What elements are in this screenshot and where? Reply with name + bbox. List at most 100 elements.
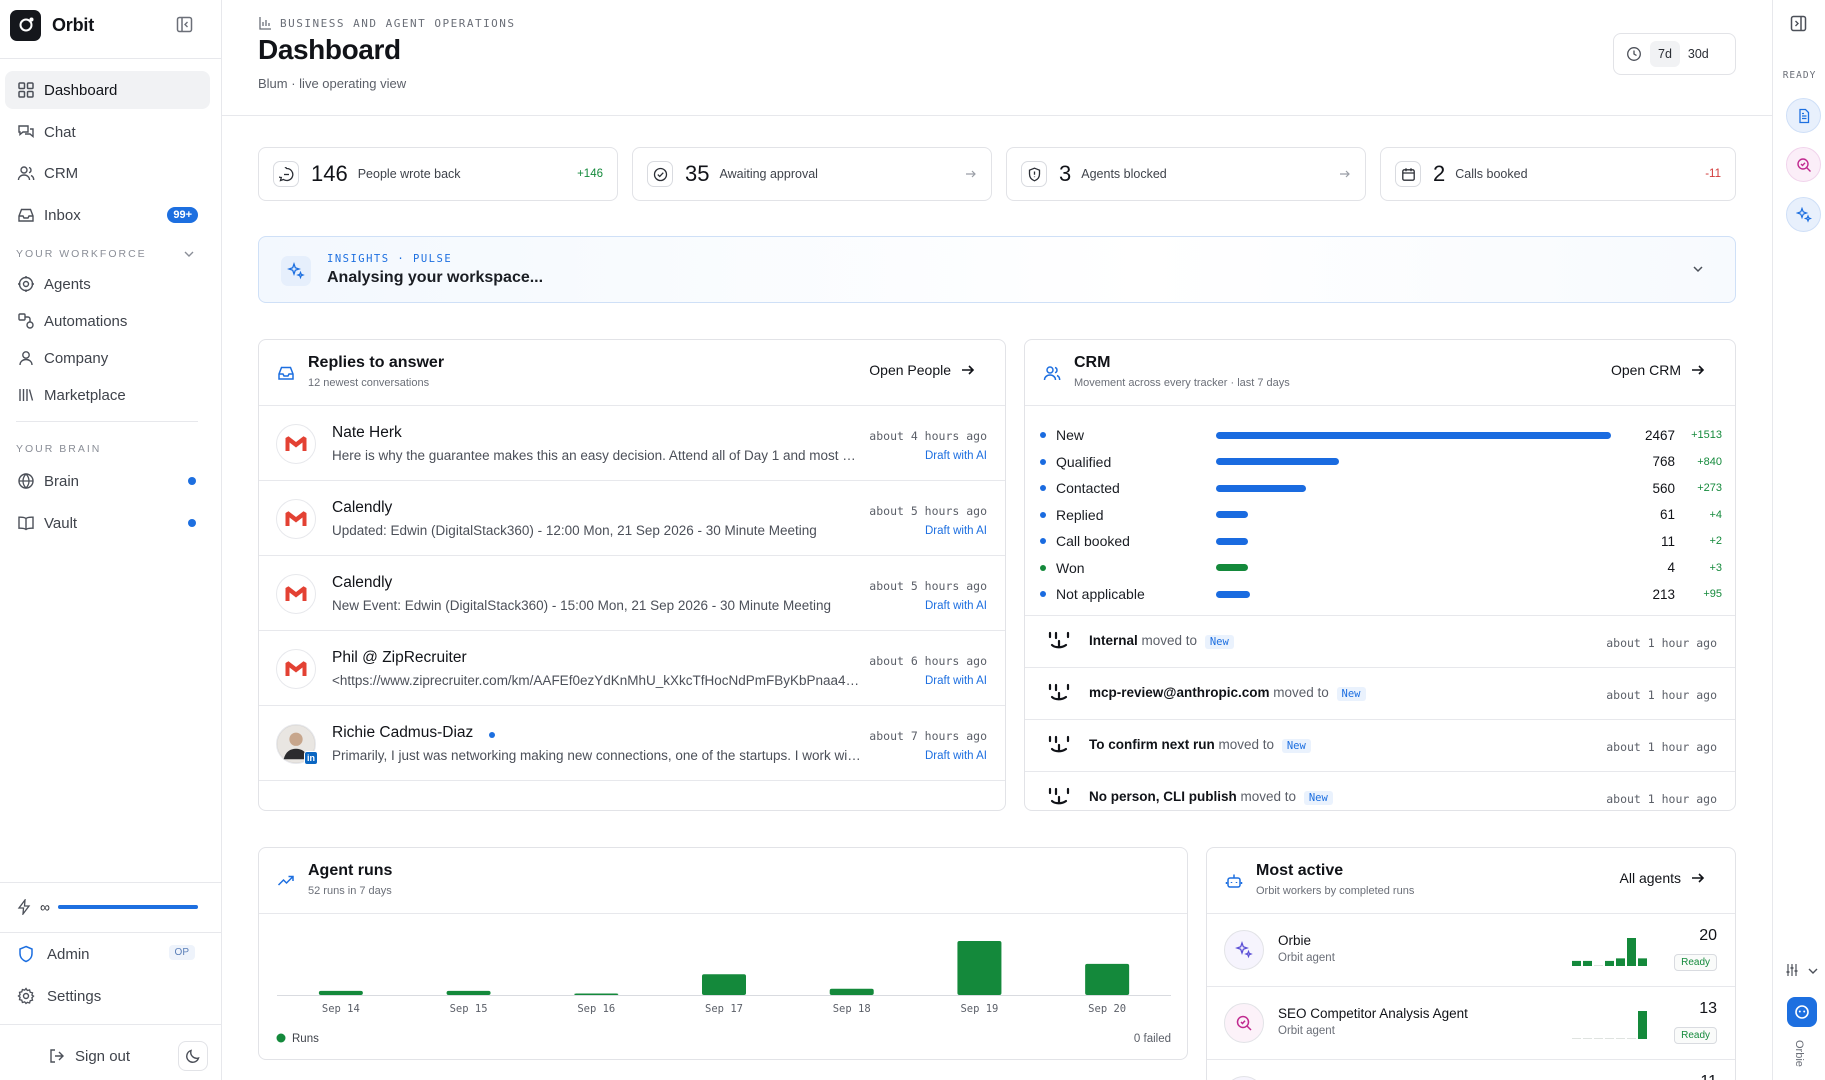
- open-crm-link[interactable]: Open CRM: [1611, 362, 1705, 378]
- stage-bar-track: [1216, 484, 1616, 492]
- card-subtitle: 52 runs in 7 days: [308, 885, 392, 897]
- rail-status: READY: [1782, 70, 1817, 81]
- crm-activity-row[interactable]: mcp-review@anthropic.com moved to New abo…: [1025, 668, 1735, 720]
- sliders-icon[interactable]: [1785, 963, 1799, 977]
- run-bar[interactable]: [318, 990, 363, 995]
- chevron-down-icon[interactable]: [183, 248, 195, 260]
- message-time: about 5 hours ago: [869, 504, 987, 518]
- search-analysis-icon[interactable]: [1786, 147, 1821, 182]
- chevron-down-icon[interactable]: [1691, 262, 1705, 276]
- sidebar-item-inbox[interactable]: Inbox 99+: [5, 196, 210, 234]
- stat-value: 146: [311, 161, 348, 186]
- activity-verb: moved to: [1141, 633, 1198, 648]
- run-bar[interactable]: [1085, 963, 1130, 995]
- orbie-assistant-icon[interactable]: [1787, 997, 1817, 1027]
- sidebar-item-settings[interactable]: Settings: [5, 977, 210, 1015]
- open-people-link[interactable]: Open People: [869, 362, 975, 378]
- brand[interactable]: Orbit: [10, 9, 210, 41]
- insights-panel[interactable]: INSIGHTS · PULSE Analysing your workspac…: [258, 236, 1736, 303]
- sidebar-item-chat[interactable]: Chat: [5, 113, 210, 151]
- sidebar-divider: [0, 932, 222, 933]
- stage-label: Contacted: [1056, 480, 1120, 496]
- stage-count: 61: [1659, 507, 1675, 522]
- crm-stage-row[interactable]: Replied 61 +4: [1040, 502, 1723, 528]
- sidebar-item-marketplace[interactable]: Marketplace: [5, 376, 210, 414]
- sidebar-item-admin[interactable]: Admin: [5, 935, 210, 973]
- sidebar-item-label: Automations: [44, 312, 128, 330]
- sidebar-item-vault[interactable]: Vault: [5, 504, 210, 542]
- crm-stage-row[interactable]: Not applicable 213 +95: [1040, 581, 1723, 607]
- draft-with-ai-button[interactable]: Draft with AI: [925, 600, 987, 612]
- stat-delta: -11: [1705, 168, 1721, 180]
- run-bar[interactable]: [829, 988, 874, 995]
- stat-card-agents-blocked[interactable]: 3 Agents blocked: [1006, 147, 1366, 201]
- draft-with-ai-button[interactable]: Draft with AI: [925, 675, 987, 687]
- panel-toggle-icon[interactable]: [1790, 15, 1807, 32]
- crm-stage-row[interactable]: Won 4 +3: [1040, 555, 1723, 581]
- gear-icon: [17, 987, 35, 1005]
- sidebar-item-automations[interactable]: Automations: [5, 302, 210, 340]
- stage-delta: +273: [1697, 482, 1722, 494]
- chevron-down-icon[interactable]: [1807, 965, 1819, 977]
- robot-icon: [1225, 874, 1243, 888]
- crm-stage-row[interactable]: Call booked 11 +2: [1040, 528, 1723, 554]
- sender-name: Nate Herk: [332, 424, 402, 441]
- agent-row[interactable]: 11: [1207, 1060, 1735, 1080]
- sidebar-item-crm[interactable]: CRM: [5, 154, 210, 192]
- draft-with-ai-button[interactable]: Draft with AI: [925, 450, 987, 462]
- usage-bar-fill: [57, 905, 198, 909]
- crm-activity-row[interactable]: To confirm next run moved to New about 1 …: [1025, 720, 1735, 772]
- avatar: in: [276, 724, 318, 765]
- sidebar-item-label: Agents: [44, 275, 91, 293]
- run-bar[interactable]: [574, 993, 619, 996]
- agent-runs-chart: Sep 14 Sep 15 Sep 16 Sep 17 Sep 18 Sep 19 Sep …: [276, 941, 1171, 1045]
- range-option-30d[interactable]: 30d: [1687, 47, 1709, 61]
- stat-card-calls-booked[interactable]: 2 Calls booked -11: [1380, 147, 1736, 201]
- theme-toggle-button[interactable]: [178, 1041, 208, 1071]
- stage-dot: [1040, 538, 1046, 544]
- sidebar-item-brain[interactable]: Brain: [5, 462, 210, 500]
- most-active-card: Most active Orbit workers by completed r…: [1206, 847, 1736, 1080]
- page-title: Dashboard: [258, 34, 401, 65]
- bar-chart-icon: [259, 17, 271, 30]
- reply-row[interactable]: in Richie Cadmus-Diaz Primarily, I just wa…: [259, 706, 1005, 781]
- activity-time: about 1 hour ago: [1606, 740, 1717, 754]
- card-header: CRM Movement across every tracker · last…: [1025, 340, 1735, 406]
- crm-stage-row[interactable]: New 2467 +1513: [1040, 422, 1723, 448]
- reply-row[interactable]: Calendly Updated: Edwin (DigitalStack360)…: [259, 481, 1005, 556]
- crm-activity-row[interactable]: No person, CLI publish moved to New about…: [1025, 772, 1735, 810]
- message-preview: New Event: Edwin (DigitalStack360) - 15:…: [332, 598, 832, 613]
- range-option-7d[interactable]: 7d: [1650, 41, 1680, 67]
- orbie-vertical-label[interactable]: Orbie: [1793, 1040, 1805, 1067]
- activity-sparkline: [1572, 1011, 1647, 1039]
- stage-delta: +2: [1709, 535, 1722, 547]
- crm-stage-row[interactable]: Contacted 560 +273: [1040, 475, 1723, 501]
- agent-row[interactable]: Orbie Orbit agent 20 Ready: [1207, 914, 1735, 987]
- reply-row[interactable]: Phil @ ZipRecruiter <https://www.ziprecru…: [259, 631, 1005, 706]
- crm-activity-row[interactable]: Internal moved to New about 1 hour ago: [1025, 616, 1735, 668]
- agent-row[interactable]: SEO Competitor Analysis Agent Orbit agent…: [1207, 987, 1735, 1060]
- crm-stage-row[interactable]: Qualified 768 +840: [1040, 449, 1723, 475]
- sidebar-collapse-icon[interactable]: [176, 16, 193, 33]
- sparkles-icon[interactable]: [1786, 197, 1821, 232]
- sign-out-button[interactable]: Sign out: [36, 1037, 156, 1075]
- stage-delta: +95: [1703, 588, 1722, 600]
- run-bar[interactable]: [446, 990, 491, 995]
- stage-tag: New: [1336, 687, 1366, 701]
- sidebar-item-dashboard[interactable]: Dashboard: [5, 71, 210, 109]
- all-agents-link[interactable]: All agents: [1620, 870, 1705, 886]
- reply-row[interactable]: Nate Herk Here is why the guarantee makes…: [259, 406, 1005, 481]
- stat-card-awaiting-approval[interactable]: 35 Awaiting approval: [632, 147, 992, 201]
- draft-with-ai-button[interactable]: Draft with AI: [925, 525, 987, 537]
- agent-name: SEO Competitor Analysis Agent: [1278, 1006, 1468, 1021]
- run-bar[interactable]: [957, 941, 1002, 995]
- reply-row[interactable]: Calendly New Event: Edwin (DigitalStack36…: [259, 556, 1005, 631]
- online-dot: [489, 732, 495, 738]
- stage-bar: [1216, 431, 1611, 439]
- draft-with-ai-button[interactable]: Draft with AI: [925, 750, 987, 762]
- stat-card-wrote-back[interactable]: 146 People wrote back +146: [258, 147, 618, 201]
- sidebar-item-agents[interactable]: Agents: [5, 265, 210, 303]
- sidebar-item-company[interactable]: Company: [5, 339, 210, 377]
- document-icon[interactable]: [1786, 98, 1821, 133]
- run-bar[interactable]: [702, 974, 746, 995]
